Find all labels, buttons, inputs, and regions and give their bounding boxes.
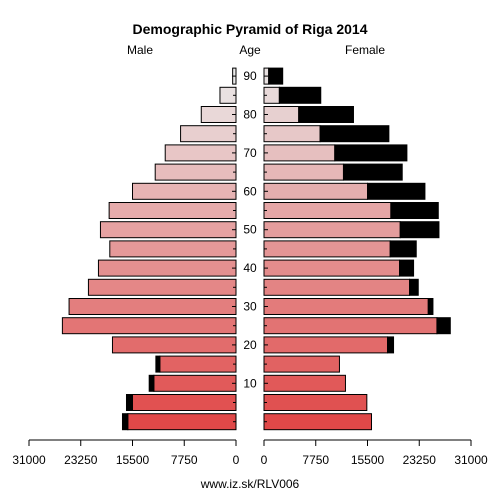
- age-axis: 10 20 30 40 50 60 70 80 90: [232, 69, 268, 423]
- female-excess-bar-75-79: [319, 125, 390, 143]
- male-bar-55-59: [108, 202, 237, 219]
- female-x-tick-label: 31000: [454, 453, 488, 467]
- male-bar-80-84: [200, 106, 237, 123]
- female-bar-15-19: [263, 355, 340, 373]
- bars-group: [61, 67, 451, 431]
- male-x-axis: 0 7750 15500 23250 31000: [12, 439, 240, 467]
- female-bar-5-9: [263, 394, 368, 411]
- female-x-tick-label: 7750: [302, 453, 329, 467]
- female-label: Female: [345, 43, 385, 57]
- male-bar-50-54: [99, 221, 237, 239]
- male-bar-75-79: [180, 125, 237, 143]
- female-excess-bar-20-24: [387, 336, 395, 354]
- female-excess-bar-85-89: [278, 86, 322, 104]
- male-x-tick-label: 0: [233, 453, 240, 467]
- age-tick-label-50: 50: [243, 223, 257, 237]
- male-bar-25-29: [61, 317, 237, 335]
- male-bar-0-4: [127, 413, 237, 431]
- male-x-tick-label: 31000: [12, 453, 46, 467]
- male-excess-bar-5-9: [125, 394, 134, 411]
- female-bar-50-54: [263, 221, 401, 239]
- male-bar-60-64: [132, 182, 237, 200]
- male-bar-20-24: [111, 336, 237, 354]
- female-excess-bar-65-69: [342, 163, 403, 181]
- female-bar-10-14: [263, 374, 346, 392]
- female-bar-40-44: [263, 259, 401, 277]
- male-x-tick-label: 23250: [64, 453, 98, 467]
- female-bar-20-24: [263, 336, 389, 354]
- female-bar-25-29: [263, 317, 438, 335]
- female-bar-35-39: [263, 278, 411, 296]
- age-tick-label-90: 90: [243, 69, 257, 83]
- female-bar-60-64: [263, 182, 368, 200]
- male-excess-bar-15-19: [155, 355, 161, 373]
- female-excess-bar-50-54: [399, 221, 440, 239]
- source-footer: www.iz.sk/RLV006: [200, 477, 300, 491]
- male-bar-30-34: [68, 298, 237, 315]
- female-excess-bar-45-49: [389, 240, 417, 258]
- age-tick-label-30: 30: [243, 300, 257, 314]
- female-excess-bar-90+: [268, 67, 284, 85]
- age-tick-label-20: 20: [243, 338, 257, 352]
- female-bar-80-84: [263, 106, 300, 123]
- female-excess-bar-80-84: [298, 106, 354, 123]
- age-label: Age: [239, 43, 261, 57]
- female-x-axis: 0 7750 15500 23250 31000: [261, 439, 488, 467]
- female-bar-65-69: [263, 163, 344, 181]
- male-bar-5-9: [132, 394, 237, 411]
- female-excess-bar-40-44: [399, 259, 415, 277]
- male-excess-bar-10-14: [148, 374, 155, 392]
- male-x-tick-label: 7750: [171, 453, 198, 467]
- male-x-tick-label: 15500: [116, 453, 150, 467]
- female-x-tick-label: 0: [261, 453, 268, 467]
- female-excess-bar-60-64: [367, 182, 426, 200]
- female-bar-75-79: [263, 125, 321, 143]
- male-bar-40-44: [97, 259, 237, 277]
- male-bar-15-19: [159, 355, 237, 373]
- female-excess-bar-30-34: [427, 298, 434, 315]
- male-label: Male: [127, 43, 153, 57]
- chart-title: Demographic Pyramid of Riga 2014: [133, 21, 368, 37]
- female-excess-bar-55-59: [390, 202, 439, 219]
- age-tick-label-70: 70: [243, 146, 257, 160]
- male-bar-65-69: [154, 163, 237, 181]
- female-x-tick-label: 15500: [351, 453, 385, 467]
- male-bar-10-14: [153, 374, 237, 392]
- female-bar-55-59: [263, 202, 392, 219]
- male-bar-70-74: [164, 144, 237, 162]
- female-excess-bar-25-29: [436, 317, 451, 335]
- male-bar-35-39: [87, 278, 237, 296]
- female-bar-30-34: [263, 298, 429, 315]
- age-tick-label-10: 10: [243, 376, 257, 390]
- age-tick-label-60: 60: [243, 184, 257, 198]
- female-excess-bar-70-74: [334, 144, 408, 162]
- female-bar-45-49: [263, 240, 391, 258]
- age-tick-label-80: 80: [243, 108, 257, 122]
- female-bar-0-4: [263, 413, 373, 431]
- age-tick-label-40: 40: [243, 261, 257, 275]
- male-bar-45-49: [109, 240, 237, 258]
- female-x-tick-label: 23250: [403, 453, 437, 467]
- female-bar-70-74: [263, 144, 336, 162]
- male-excess-bar-0-4: [121, 413, 129, 431]
- female-excess-bar-35-39: [409, 278, 419, 296]
